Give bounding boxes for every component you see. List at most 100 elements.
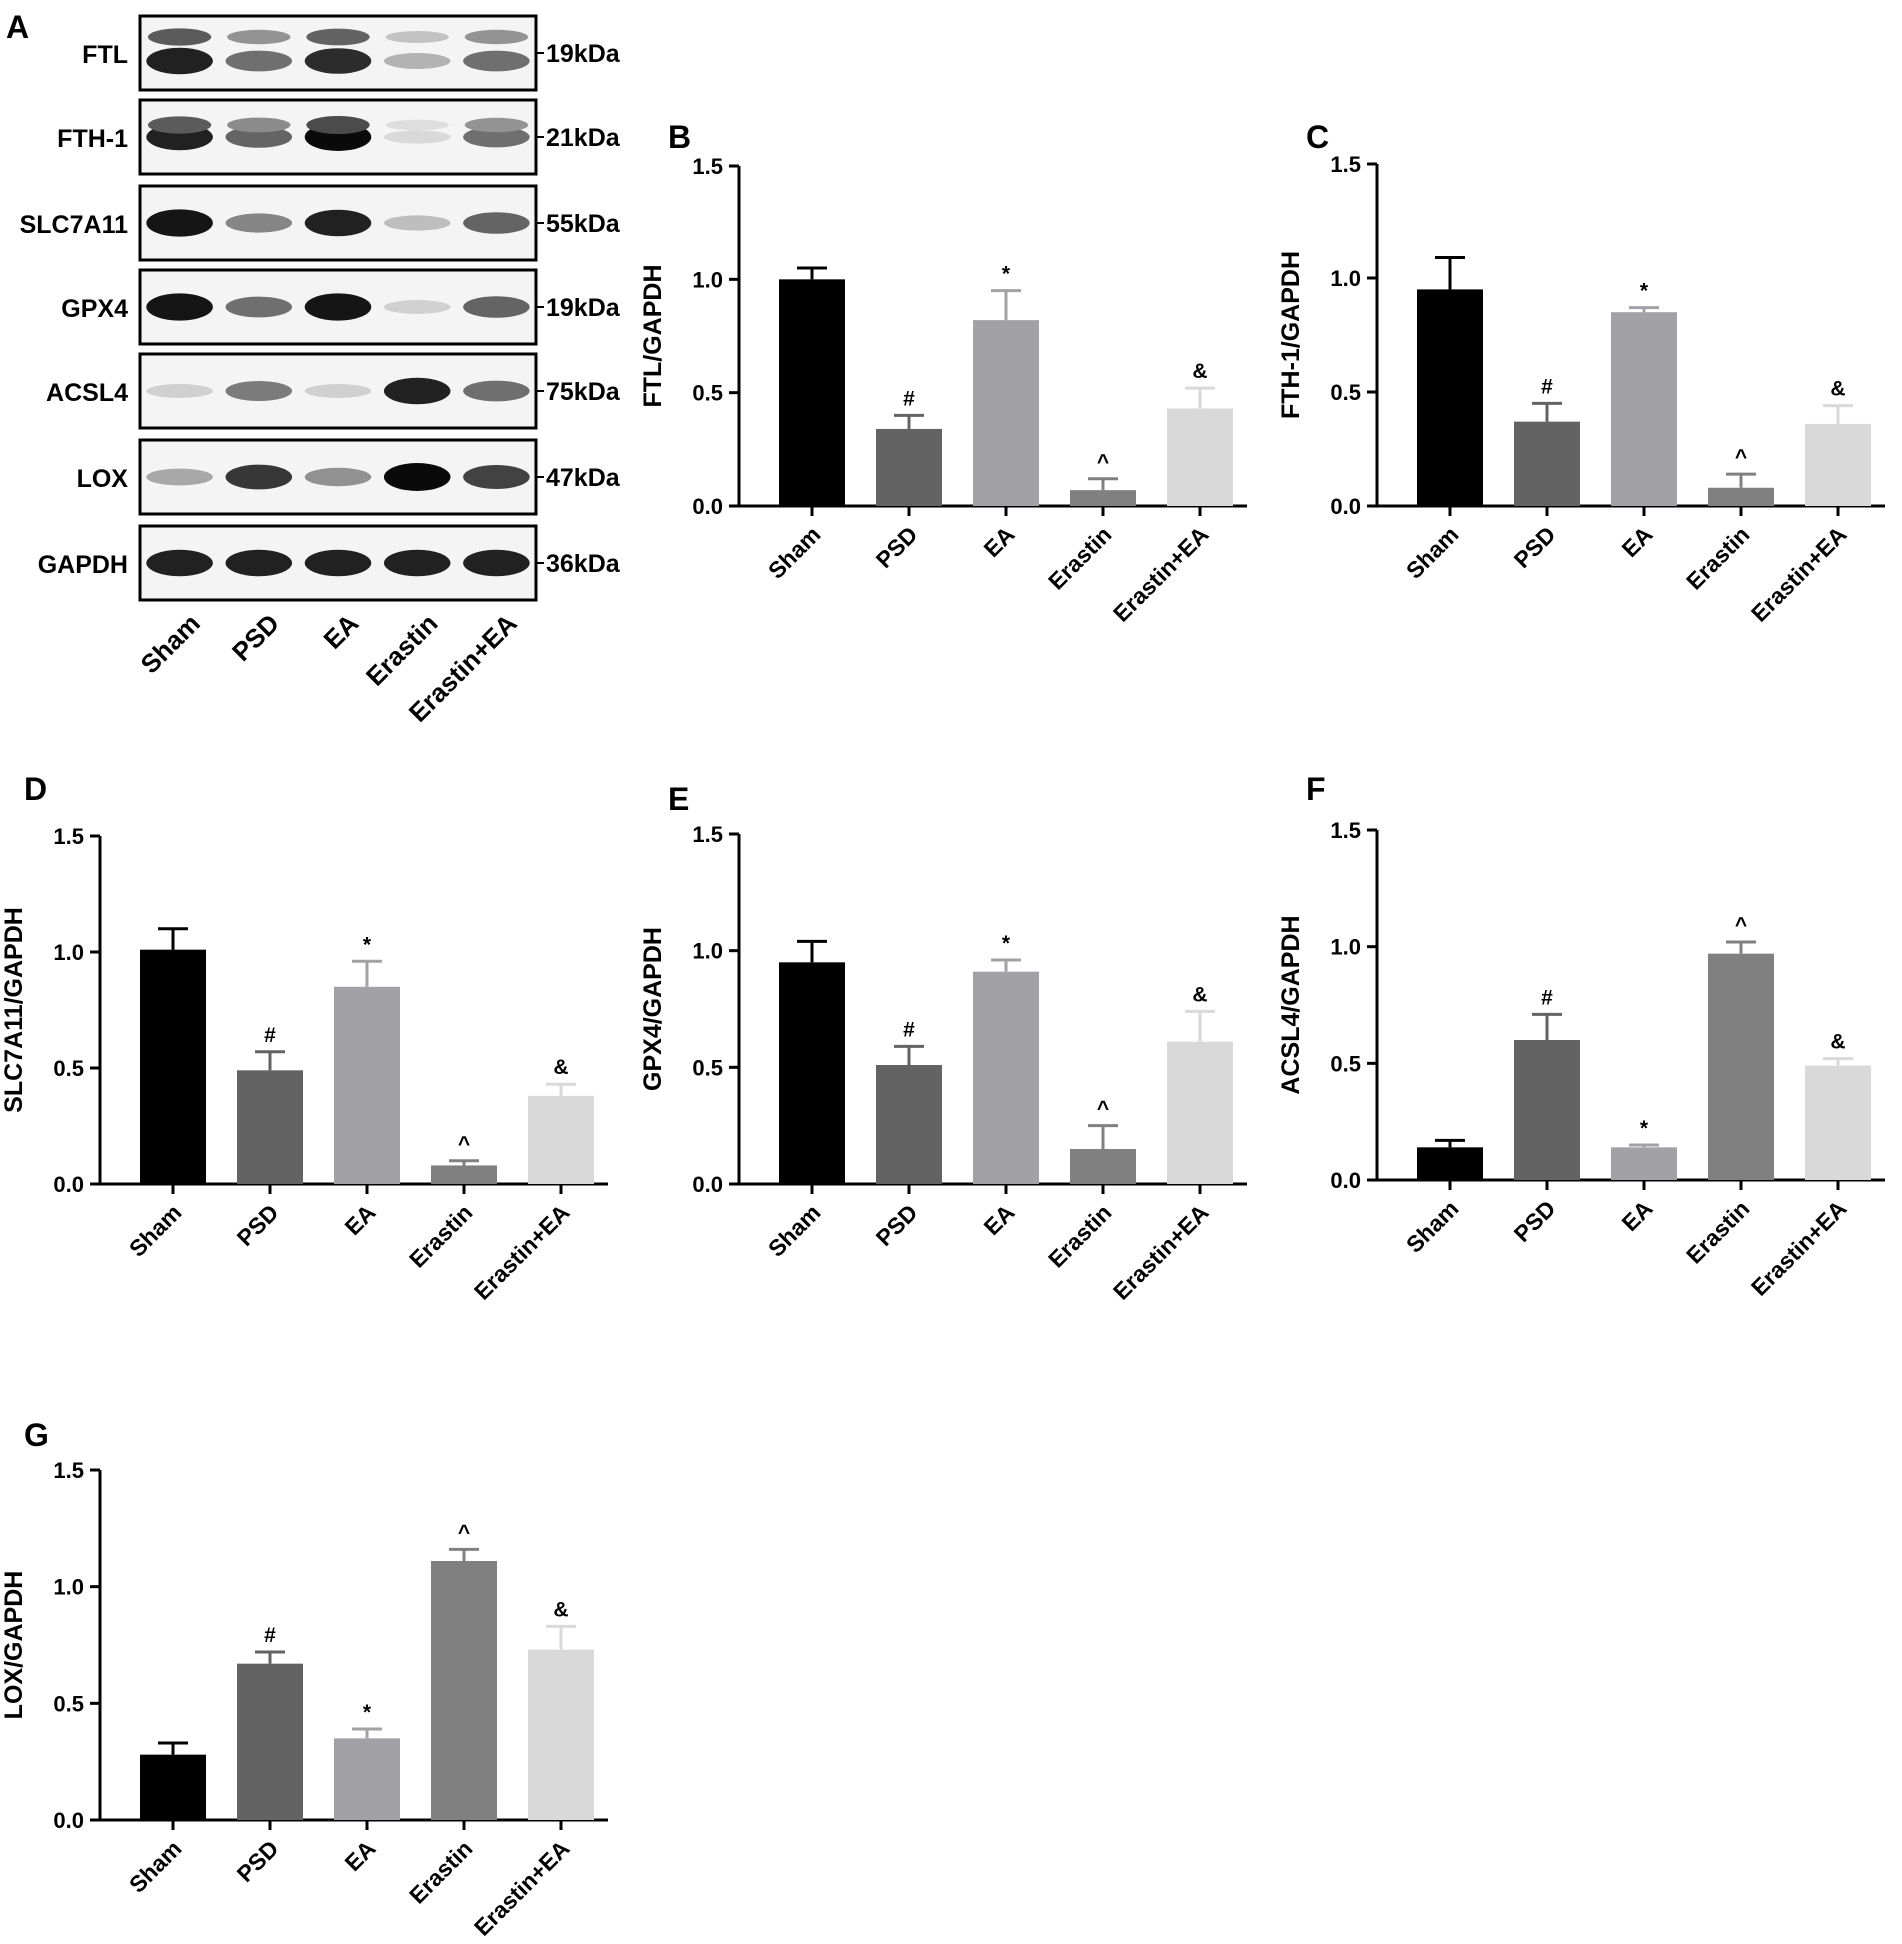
x-tick-label: Erastin+EA xyxy=(1108,1199,1214,1305)
bar-psd xyxy=(237,1070,303,1184)
blot-band xyxy=(146,384,213,398)
bar-psd xyxy=(1514,1040,1580,1180)
x-tick-label: EA xyxy=(979,521,1020,562)
y-tick-label: 1.5 xyxy=(692,822,723,847)
blot-size-label: 21kDa xyxy=(546,124,621,152)
blot-panel-label: A xyxy=(6,9,29,45)
chart-d: D 0.0 0.5 1.0 1.5 SLC7A11/GAPDH Sham # PSD * EA ^ Er… xyxy=(0,771,608,1305)
blot-band xyxy=(225,213,293,233)
blot-protein-label: GPX4 xyxy=(61,295,128,323)
blot-band xyxy=(304,48,372,74)
bar-ea xyxy=(973,320,1039,506)
blot-protein-label: GAPDH xyxy=(38,551,128,579)
y-tick-label: 1.5 xyxy=(53,824,84,849)
bar-psd xyxy=(237,1663,303,1820)
blot-band xyxy=(383,53,451,69)
bar-erastin xyxy=(1708,487,1774,506)
blot-protein-label: FTL xyxy=(82,41,128,69)
blot-band-upper xyxy=(147,28,212,46)
chart-e: E 0.0 0.5 1.0 1.5 GPX4/GAPDH Sham # PSD * EA ^ Erast… xyxy=(639,781,1247,1305)
blot-band xyxy=(383,130,451,144)
blot-band xyxy=(225,296,293,318)
y-tick-label: 0.5 xyxy=(53,1691,84,1716)
blot-band-upper xyxy=(227,29,291,45)
blot-band-upper xyxy=(464,29,529,45)
bar-erastin xyxy=(431,1165,497,1184)
significance-marker: & xyxy=(553,1056,568,1079)
x-tick-label: Erastin xyxy=(404,1835,478,1909)
blot-size-label: 47kDa xyxy=(546,464,621,492)
chart-panel-label: G xyxy=(24,1417,49,1453)
x-tick-label: Erastin xyxy=(404,1199,478,1273)
chart-panel-label: C xyxy=(1306,119,1329,155)
y-tick-label: 1.0 xyxy=(53,940,84,965)
blot-band-upper xyxy=(385,119,449,131)
chart-panel-label: E xyxy=(668,781,689,817)
blot-band xyxy=(463,380,530,402)
y-tick-label: 1.0 xyxy=(692,267,723,292)
y-tick-label: 0.5 xyxy=(1330,380,1361,405)
y-tick-label: 1.0 xyxy=(53,1575,84,1600)
chart-f: F 0.0 0.5 1.0 1.5 ACSL4/GAPDH Sham # PSD * EA ^ Eras… xyxy=(1277,771,1885,1301)
blot-lane-label: Sham xyxy=(135,608,206,679)
y-axis-label: LOX/GAPDH xyxy=(0,1571,28,1720)
bar-erastin xyxy=(1070,490,1136,506)
significance-marker: & xyxy=(1192,360,1207,383)
bar-sham xyxy=(779,962,845,1184)
y-axis-label: FTH-1/GAPDH xyxy=(1277,251,1305,419)
blot-band xyxy=(146,549,213,577)
x-tick-label: EA xyxy=(340,1835,381,1876)
y-tick-label: 0.0 xyxy=(692,494,723,519)
x-tick-label: Sham xyxy=(763,1199,826,1262)
blot-band xyxy=(463,465,530,489)
significance-marker: & xyxy=(553,1598,568,1621)
blot-band xyxy=(146,293,213,321)
x-tick-label: PSD xyxy=(232,1199,284,1251)
x-tick-label: EA xyxy=(1617,1195,1658,1236)
bar-erastin-ea xyxy=(1167,1041,1233,1184)
x-tick-label: EA xyxy=(340,1199,381,1240)
x-tick-label: Sham xyxy=(124,1199,187,1262)
y-tick-label: 0.5 xyxy=(53,1056,84,1081)
blot-band-upper xyxy=(464,117,529,133)
bar-ea xyxy=(973,971,1039,1184)
x-tick-label: Sham xyxy=(763,521,826,584)
blot-band xyxy=(225,549,293,577)
significance-marker: ^ xyxy=(1735,446,1747,469)
significance-marker: # xyxy=(264,1624,276,1647)
significance-marker: & xyxy=(1830,378,1845,401)
significance-marker: * xyxy=(1640,280,1649,303)
blot-lane-label: EA xyxy=(317,608,364,655)
significance-marker: & xyxy=(1192,983,1207,1006)
y-tick-label: 0.0 xyxy=(53,1172,84,1197)
blot-band xyxy=(383,463,451,491)
y-axis-label: FTL/GAPDH xyxy=(639,264,667,407)
y-tick-label: 0.0 xyxy=(1330,494,1361,519)
chart-panel-label: F xyxy=(1306,771,1326,807)
y-tick-label: 1.5 xyxy=(1330,818,1361,843)
significance-marker: ^ xyxy=(1735,914,1747,937)
blot-band xyxy=(383,300,451,314)
blot-band xyxy=(463,212,530,234)
y-axis-label: ACSL4/GAPDH xyxy=(1277,915,1305,1094)
blot-band xyxy=(463,549,530,577)
x-tick-label: Erastin+EA xyxy=(469,1835,575,1941)
x-tick-label: Erastin xyxy=(1043,1199,1117,1273)
blot-band xyxy=(146,468,213,486)
x-tick-label: Erastin xyxy=(1681,1195,1755,1269)
significance-marker: * xyxy=(1002,263,1011,286)
y-tick-label: 1.0 xyxy=(692,939,723,964)
bar-erastin-ea xyxy=(528,1095,594,1184)
bar-sham xyxy=(140,949,206,1184)
blot-size-label: 75kDa xyxy=(546,378,621,406)
blot-row-fth-1: FTH-1 21kDa xyxy=(57,98,621,176)
significance-marker: * xyxy=(1640,1117,1649,1140)
significance-marker: * xyxy=(363,933,372,956)
y-axis-label: SLC7A11/GAPDH xyxy=(0,907,28,1113)
blot-size-label: 36kDa xyxy=(546,550,621,578)
bar-erastin xyxy=(1070,1149,1136,1184)
significance-marker: ^ xyxy=(1097,1098,1109,1121)
blot-band-upper xyxy=(306,28,370,46)
blot-band-upper xyxy=(306,116,370,134)
blot-row-slc7a11: SLC7A11 55kDa xyxy=(20,184,621,262)
